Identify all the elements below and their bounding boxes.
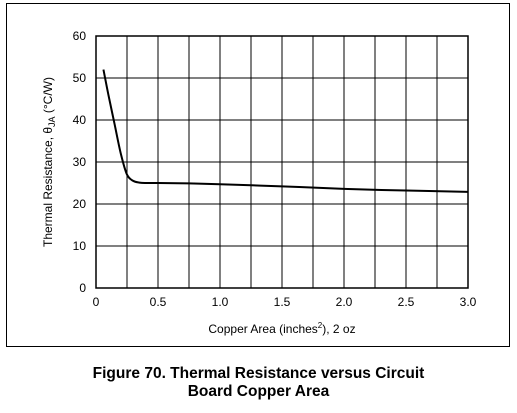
chart-frame: [6, 3, 510, 347]
x-tick-label: 3.0: [460, 295, 477, 309]
x-tick-label: 1.5: [274, 295, 291, 309]
x-tick-labels: 0 0.5 1.0 1.5 2.0 2.5 3.0: [93, 295, 477, 309]
y-tick-label: 50: [73, 71, 87, 85]
thermal-resistance-chart: 0 0.5 1.0 1.5 2.0 2.5 3.0 0 10 20 30 40 50 60 Copper…: [41, 29, 477, 336]
plot-area-border: [95, 35, 469, 289]
y-tick-label: 30: [73, 155, 87, 169]
y-tick-label: 20: [73, 197, 87, 211]
y-tick-label: 40: [73, 113, 87, 127]
y-tick-label: 0: [79, 281, 86, 295]
caption-line-1: Figure 70. Thermal Resistance versus Cir…: [92, 365, 425, 382]
x-tick-label: 1.0: [212, 295, 229, 309]
y-axis-label: Thermal Resistance, θJA (°C/W): [41, 77, 57, 247]
caption-line-2: Board Copper Area: [187, 383, 330, 400]
x-tick-label: 0: [93, 295, 100, 309]
x-tick-label: 2.0: [336, 295, 353, 309]
x-axis-label: Copper Area (inches2), 2 oz: [208, 321, 355, 336]
thermal-resistance-curve: [102, 69, 469, 193]
y-tick-labels: 0 10 20 30 40 50 60: [73, 29, 87, 295]
x-tick-label: 2.5: [398, 295, 415, 309]
y-tick-label: 10: [73, 239, 87, 253]
grid-layer: [96, 36, 468, 288]
figure-caption: Figure 70. Thermal Resistance versus Cir…: [0, 365, 517, 401]
x-tick-label: 0.5: [150, 295, 167, 309]
y-tick-label: 60: [73, 29, 87, 43]
